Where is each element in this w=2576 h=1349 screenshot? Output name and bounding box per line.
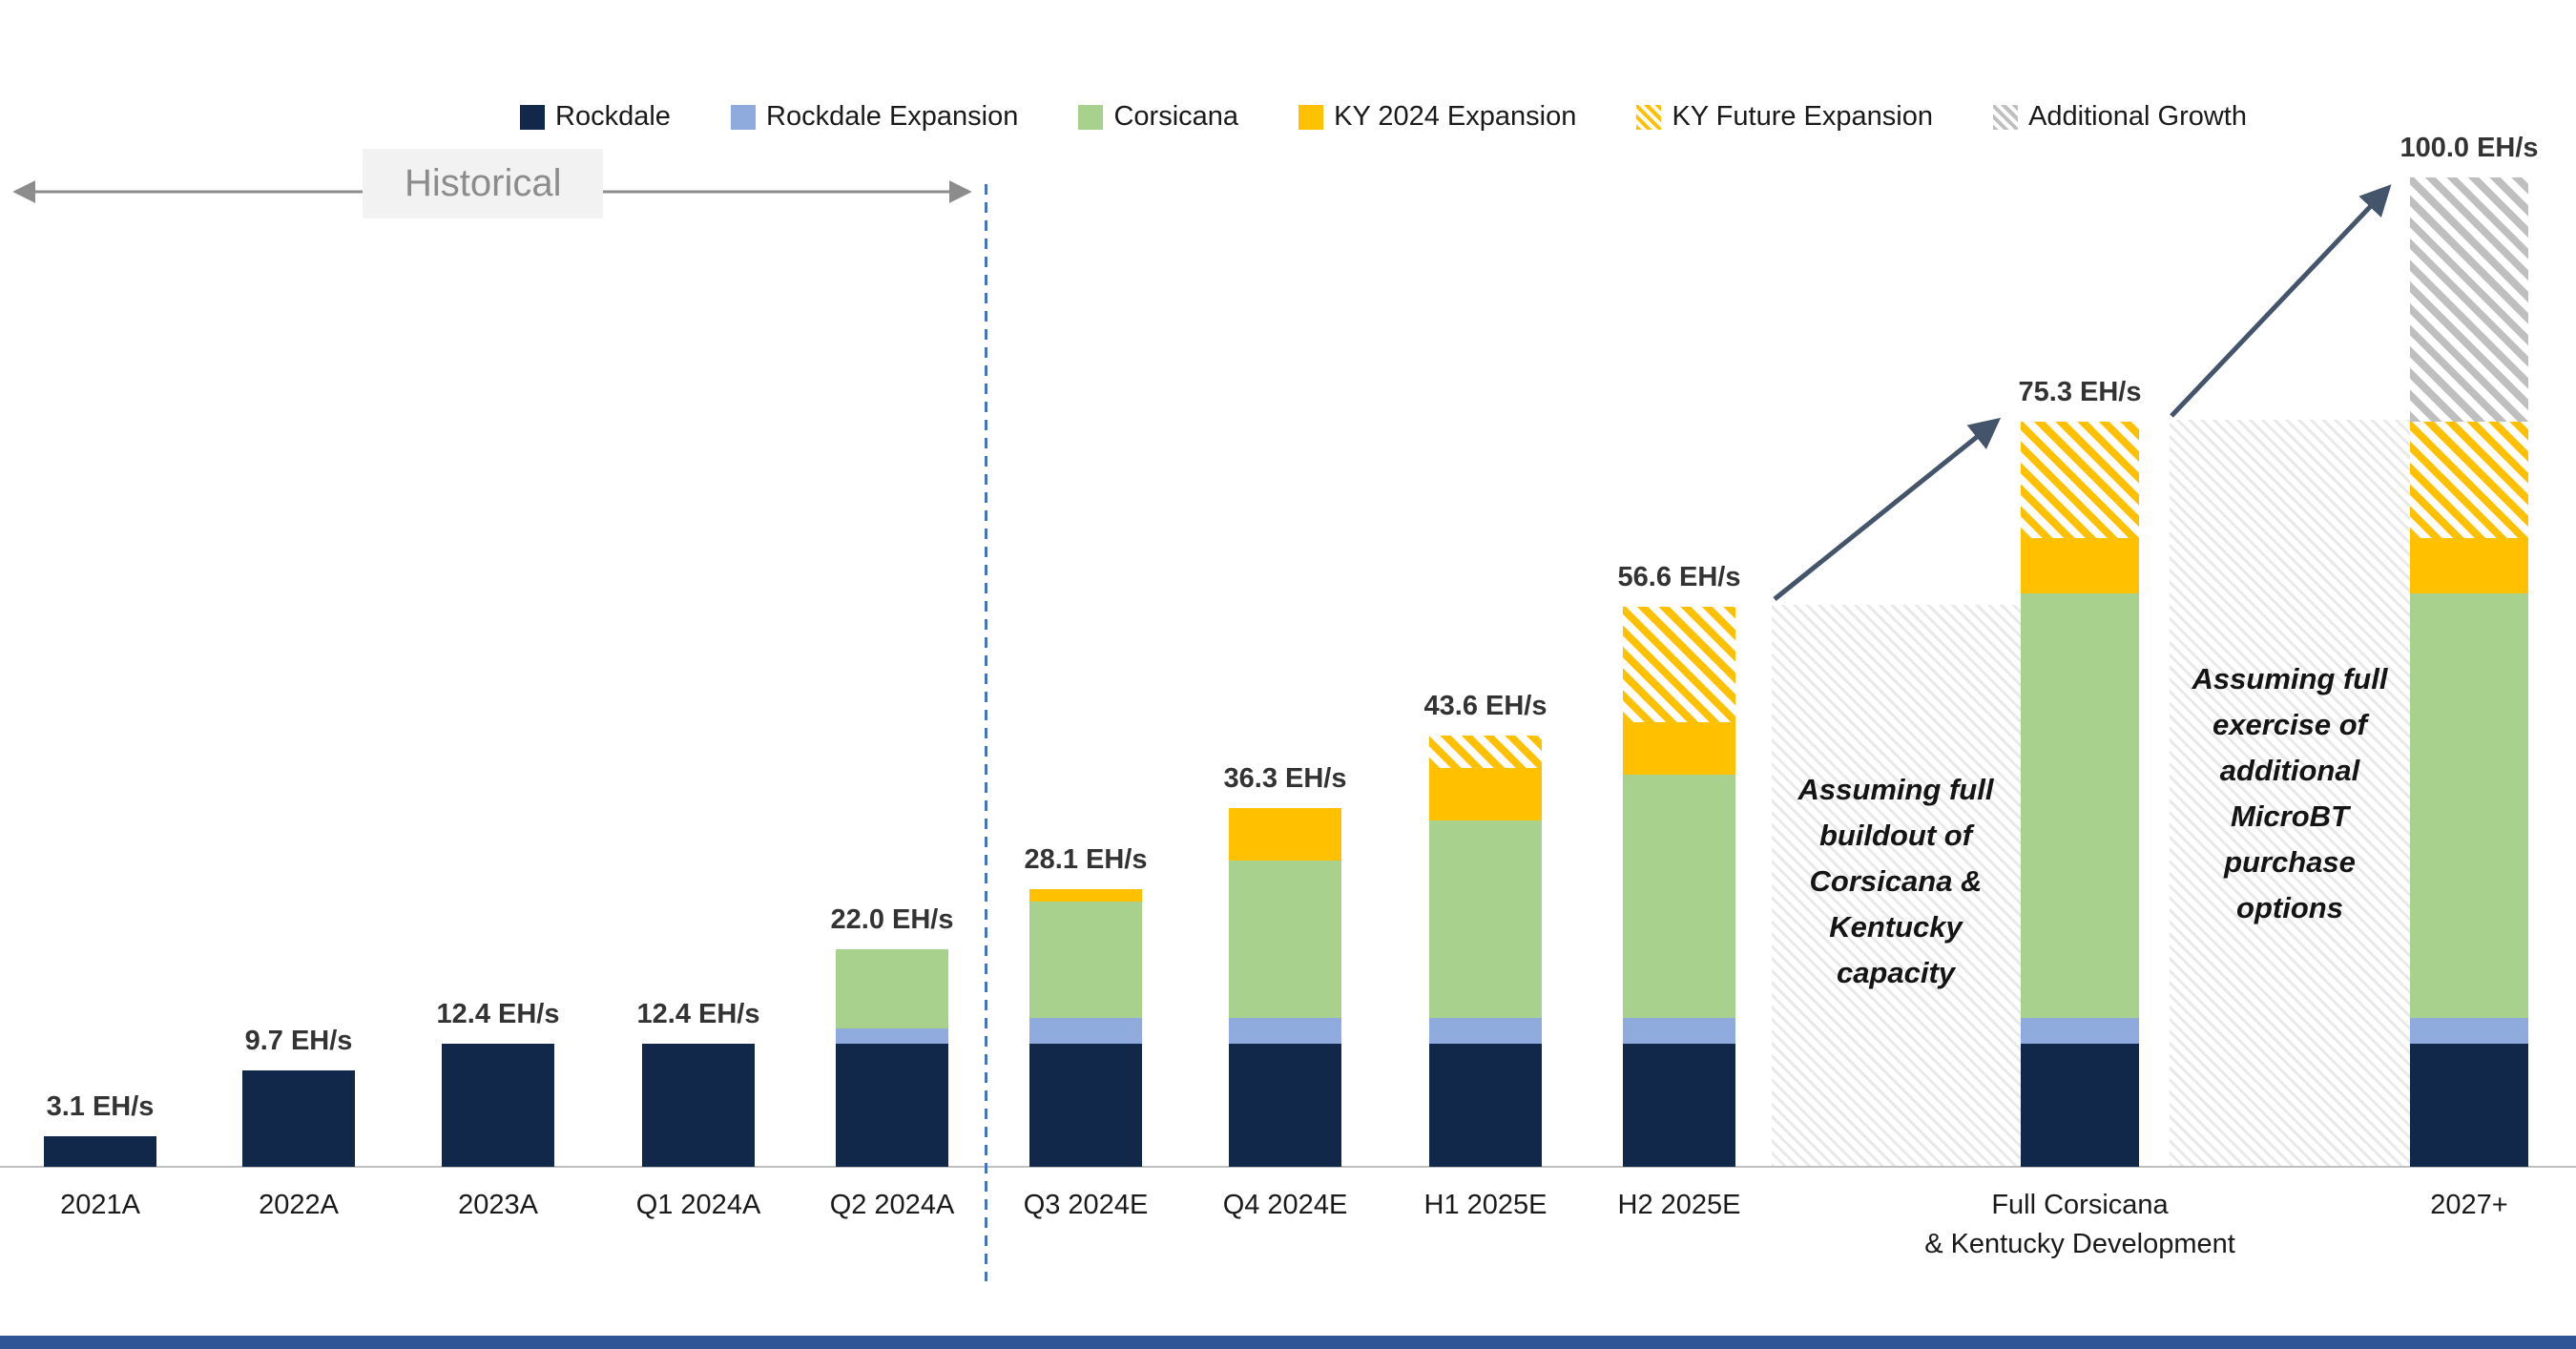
bar-segment-corsicana: [836, 948, 948, 1028]
bar-q3-2024e: [1029, 888, 1142, 1167]
legend-swatch-corsicana: [1078, 104, 1104, 130]
x-axis-label: Q4 2024E: [1222, 1190, 1348, 1220]
x-axis-label: 2021A: [60, 1190, 140, 1220]
axis-baseline: [0, 1166, 2576, 1168]
bar-total-label: 75.3 EH/s: [2018, 377, 2142, 408]
annotation-buildout: Assuming full buildout of Corsicana & Ke…: [1797, 773, 1994, 990]
growth-arrow-buildout: [1773, 417, 2002, 601]
x-axis-label: 2027+: [2430, 1190, 2508, 1220]
bar-2022a: [242, 1070, 355, 1167]
x-axis-label: 2023A: [458, 1190, 538, 1220]
legend-item-ky-2024-expansion: KY 2024 Expansion: [1298, 101, 1576, 133]
bar-total-label: 56.6 EH/s: [1617, 562, 1741, 593]
bar-segment-corsicana: [2021, 592, 2139, 1019]
x-axis-label: 2022A: [259, 1190, 339, 1220]
bar-segment-rockdale: [1229, 1044, 1341, 1167]
bar-segment-corsicana: [1229, 860, 1341, 1019]
bar-total-label: 12.4 EH/s: [436, 999, 560, 1030]
x-axis-label: H2 2025E: [1617, 1190, 1741, 1220]
legend-item-additional-growth: Additional Growth: [1993, 101, 2247, 133]
bar-total-label: 28.1 EH/s: [1024, 843, 1148, 875]
bar-segment-rockdale: [44, 1135, 156, 1167]
bar-h1-2025e: [1429, 735, 1542, 1167]
bar-total-label: 9.7 EH/s: [244, 1026, 353, 1057]
bar-segment-ky-2024-expansion: [1229, 807, 1341, 861]
bar-segment-rockdale-expansion: [1623, 1018, 1735, 1045]
bar-2021a: [44, 1135, 156, 1167]
bar-segment-corsicana: [2410, 592, 2528, 1019]
bar-segment-ky-2024-expansion: [2021, 537, 2139, 593]
legend-swatch-ky-future-expansion: [1636, 104, 1662, 130]
x-axis-label: Q1 2024A: [635, 1190, 761, 1220]
bar-segment-ky-2024-expansion: [1623, 722, 1735, 776]
bar-q1-2024a: [642, 1044, 755, 1167]
annotation-microbt: Assuming full exercise of additional Mic…: [2192, 662, 2388, 925]
bar-segment-additional-growth: [2410, 177, 2528, 423]
bar-h2-2025e: [1623, 607, 1735, 1167]
x-axis-label: Q2 2024A: [829, 1190, 955, 1220]
bar-segment-ky-future-expansion: [1429, 735, 1542, 769]
bar-segment-rockdale: [1029, 1044, 1142, 1167]
x-axis-label: Q3 2024E: [1023, 1190, 1149, 1220]
bar-segment-rockdale: [2021, 1044, 2139, 1167]
legend-item-rockdale-expansion: Rockdale Expansion: [731, 101, 1018, 133]
legend-swatch-additional-growth: [1993, 104, 2019, 130]
bar-full-corsicana: [2021, 422, 2139, 1167]
legend-item-ky-future-expansion: KY Future Expansion: [1636, 101, 1933, 133]
bar-q2-2024a: [836, 948, 948, 1167]
bar-total-label: 12.4 EH/s: [636, 999, 760, 1030]
x-axis-label: Full Corsicana & Kentucky Development: [1924, 1190, 2235, 1259]
legend-swatch-rockdale: [520, 104, 545, 130]
bar-segment-rockdale-expansion: [2021, 1018, 2139, 1045]
legend-item-corsicana: Corsicana: [1078, 101, 1238, 133]
bar-segment-rockdale-expansion: [1229, 1018, 1341, 1045]
legend-label: KY 2024 Expansion: [1334, 101, 1577, 132]
legend-item-rockdale: Rockdale: [520, 101, 671, 133]
legend-label: Rockdale: [555, 101, 671, 132]
bar-2023a: [442, 1044, 554, 1167]
bar-segment-corsicana: [1429, 820, 1542, 1019]
bottom-accent-bar: [0, 1336, 2576, 1349]
bar-segment-ky-future-expansion: [2410, 422, 2528, 538]
bar-segment-rockdale: [442, 1044, 554, 1167]
bar-segment-ky-2024-expansion: [2410, 537, 2528, 593]
bar-segment-rockdale: [2410, 1044, 2528, 1167]
bar-segment-rockdale: [1429, 1044, 1542, 1167]
legend-label: Corsicana: [1113, 101, 1239, 132]
legend-swatch-ky-2024-expansion: [1298, 104, 1324, 130]
bar-segment-corsicana: [1029, 902, 1142, 1019]
legend-label: KY Future Expansion: [1672, 101, 1933, 132]
bar-total-label: 100.0 EH/s: [2399, 133, 2539, 163]
legend-label: Rockdale Expansion: [766, 101, 1019, 132]
legend-swatch-rockdale-expansion: [731, 104, 756, 130]
legend-label: Additional Growth: [2028, 101, 2247, 132]
bar-total-label: 36.3 EH/s: [1223, 762, 1347, 794]
bar-segment-rockdale-expansion: [1429, 1018, 1542, 1045]
chart-legend: Rockdale Rockdale Expansion Corsicana KY 20…: [520, 101, 2247, 133]
bar-segment-rockdale: [1623, 1044, 1735, 1167]
bar-segment-ky-2024-expansion: [1429, 768, 1542, 821]
bar-total-label: 22.0 EH/s: [830, 903, 954, 935]
bar-2027: [2410, 177, 2528, 1167]
bar-segment-rockdale: [642, 1044, 755, 1167]
bar-segment-rockdale-expansion: [2410, 1018, 2528, 1045]
historical-range-label: Historical: [363, 149, 604, 218]
growth-hatch-region-microbt: [2170, 420, 2410, 1167]
bar-segment-rockdale-expansion: [836, 1027, 948, 1045]
bar-total-label: 3.1 EH/s: [46, 1090, 155, 1122]
forecast-divider: [985, 184, 987, 1281]
bar-segment-rockdale: [242, 1070, 355, 1167]
bar-segment-ky-future-expansion: [2021, 422, 2139, 538]
bar-segment-corsicana: [1623, 775, 1735, 1019]
bar-segment-rockdale-expansion: [1029, 1018, 1142, 1045]
growth-hatch-region-buildout: [1772, 605, 2021, 1167]
bar-segment-ky-2024-expansion: [1029, 888, 1142, 903]
bar-total-label: 43.6 EH/s: [1423, 690, 1548, 721]
growth-arrow-microbt: [2170, 184, 2392, 418]
bar-segment-ky-future-expansion: [1623, 607, 1735, 723]
x-axis-label: H1 2025E: [1423, 1190, 1548, 1220]
bar-q4-2024e: [1229, 807, 1341, 1167]
bar-segment-rockdale: [836, 1044, 948, 1167]
